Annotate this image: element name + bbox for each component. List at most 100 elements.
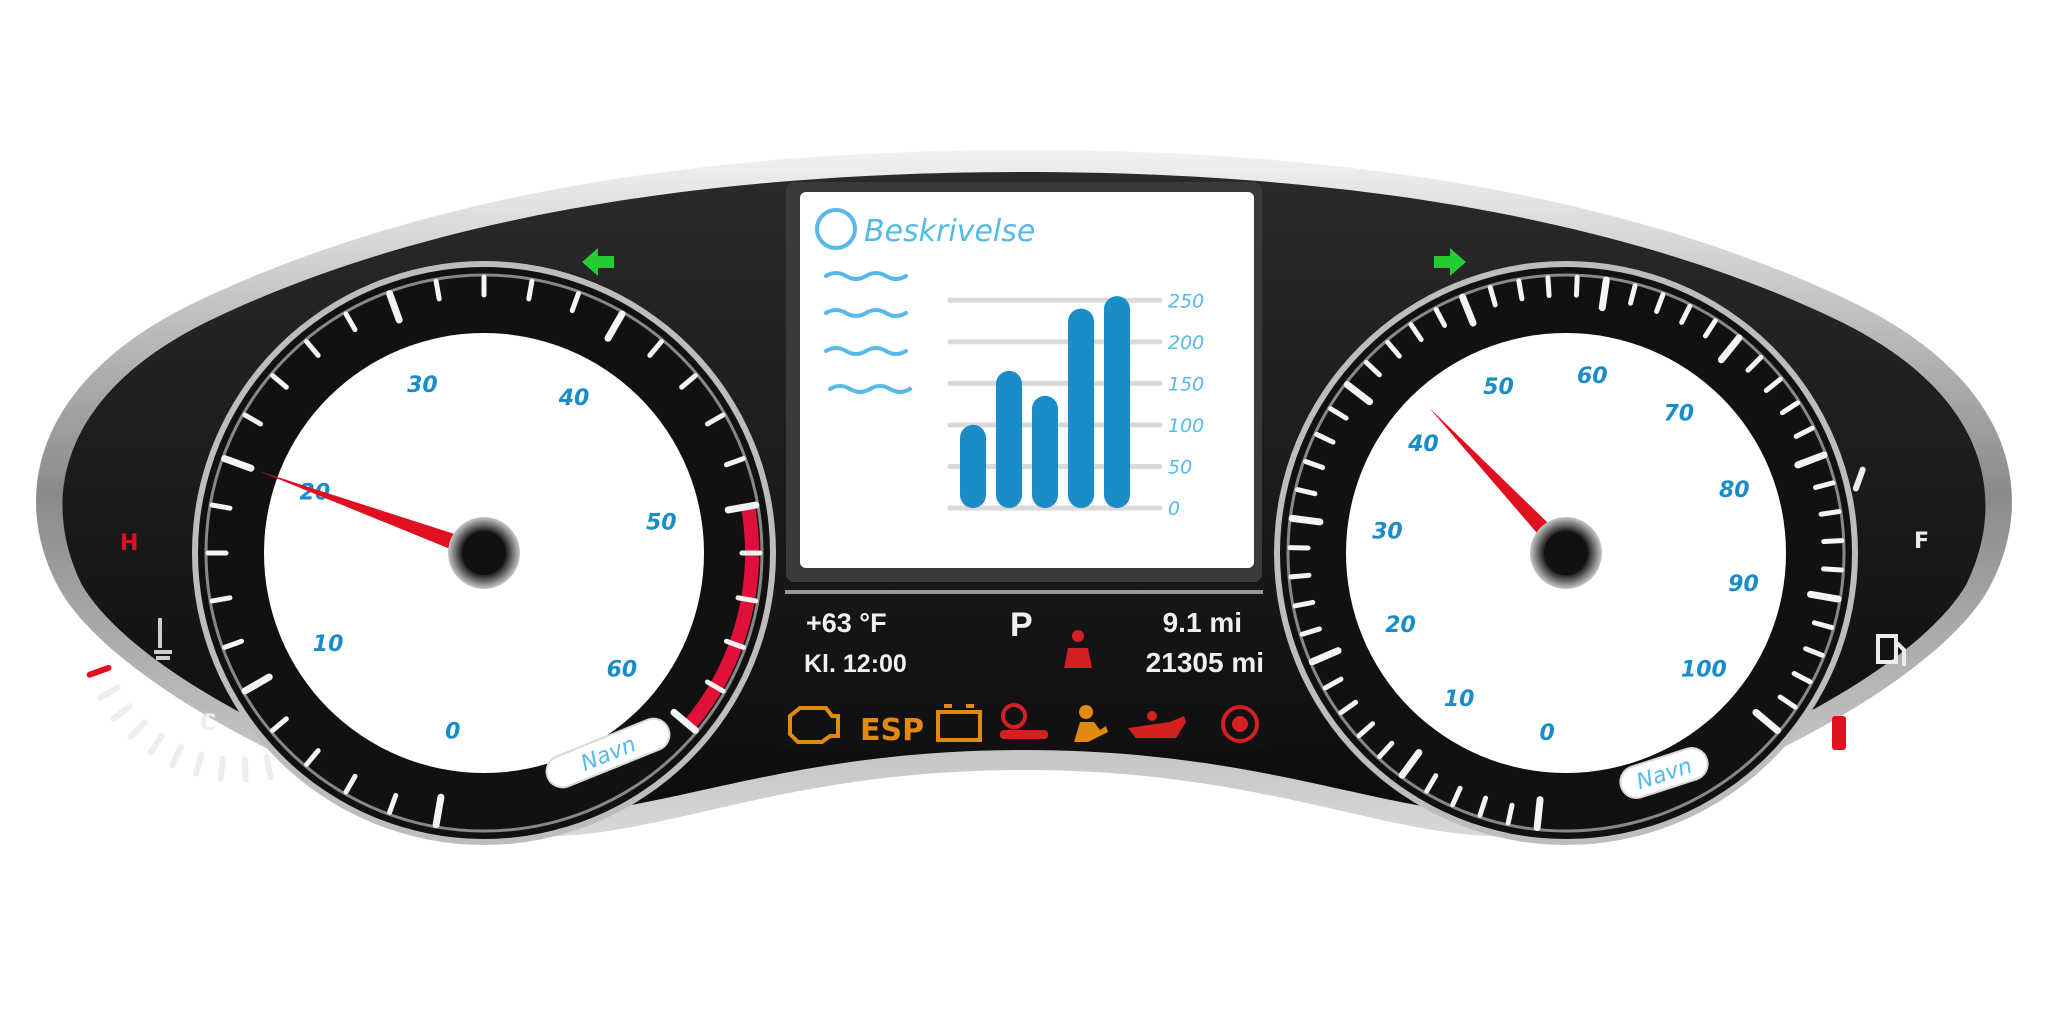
- right-gauge-tick: [1408, 322, 1424, 343]
- temp-gauge-tick: [169, 743, 184, 769]
- right-gauge-scale-label: 50: [1483, 375, 1514, 400]
- left-gauge-needle: [258, 470, 488, 562]
- right-gauge-tick: [1322, 676, 1344, 691]
- temp-gauge-tick: [97, 684, 121, 701]
- left-gauge-tick: [526, 278, 535, 302]
- temp-gauge-tick: [127, 719, 148, 741]
- left-gauge-tick: [723, 456, 746, 468]
- left-gauge-scale-label: 30: [407, 373, 438, 398]
- left-gauge-tick: [723, 638, 746, 650]
- left-gauge-tick: [304, 748, 321, 767]
- display-description-scribble: [824, 271, 912, 394]
- esp-icon: ESP: [860, 713, 924, 748]
- airbag-icon: [1074, 705, 1108, 742]
- left-gauge-tick: [241, 673, 273, 695]
- right-gauge-scale-label: 20: [1385, 613, 1416, 638]
- right-gauge-needle: [1428, 407, 1573, 560]
- left-gauge-tick: [679, 373, 698, 390]
- right-gauge-scale-label: 40: [1407, 432, 1439, 457]
- right-gauge-tick: [1385, 339, 1402, 359]
- right-gauge-tick: [1356, 721, 1376, 739]
- right-gauge-tick: [1545, 275, 1552, 299]
- left-gauge-tick: [569, 291, 581, 314]
- right-gauge-tick: [1303, 459, 1326, 470]
- left-gauge-tick: [270, 373, 289, 390]
- left-gauge-tick: [647, 339, 664, 358]
- left-turn-signal-icon: [582, 248, 614, 276]
- right-turn-signal-icon: [1434, 248, 1466, 276]
- right-gauge-tick: [1745, 354, 1764, 373]
- left-gauge-tick: [209, 502, 233, 511]
- right-gauge-tick: [1811, 620, 1835, 631]
- left-gauge-redline: [683, 505, 759, 730]
- right-gauge-tick: [1292, 599, 1316, 609]
- right-gauge-tick: [1487, 285, 1498, 308]
- left-gauge-needle-cap: [462, 531, 506, 575]
- seatbelt-icon: [1064, 630, 1092, 668]
- left-gauge-tick: [221, 455, 255, 472]
- left-gauge-tick: [270, 716, 289, 733]
- right-gauge-tick: [1763, 376, 1783, 393]
- right-gauge-tick: [1294, 487, 1318, 497]
- left-gauge-tick: [242, 412, 264, 427]
- temp-cold-label: C: [200, 711, 216, 736]
- right-gauge-tick: [1813, 480, 1836, 490]
- right-gauge-tick: [1794, 451, 1828, 469]
- fuel-full-label: F: [1914, 529, 1929, 554]
- right-gauge-name-badge: [1619, 747, 1709, 799]
- left-gauge: 0102030405060Navn: [192, 261, 776, 845]
- right-gauge-tick: [1818, 509, 1842, 517]
- chart-bar: [1104, 296, 1130, 508]
- brake-warning-icon: [1221, 705, 1259, 743]
- left-gauge-tick: [724, 501, 760, 514]
- chart-y-tick-label: 200: [1168, 332, 1204, 354]
- chart-bar: [960, 424, 986, 508]
- right-gauge-tick: [1654, 292, 1666, 314]
- left-gauge-tick: [604, 310, 626, 342]
- left-gauge-scale-label: 40: [558, 386, 590, 411]
- right-gauge-tick: [1803, 646, 1825, 658]
- right-gauge-tick: [1505, 802, 1515, 826]
- left-gauge-tick: [704, 679, 726, 694]
- right-gauge-tick: [1314, 431, 1336, 445]
- right-gauge-scale-label: 70: [1663, 402, 1694, 427]
- left-gauge-tick: [735, 595, 759, 604]
- right-gauge-tick: [1791, 670, 1813, 685]
- low-fuel-indicator: [1832, 716, 1846, 750]
- right-gauge-tick: [1288, 572, 1312, 580]
- left-gauge-scale-label: 10: [313, 632, 344, 657]
- temp-gauge-tick: [192, 751, 205, 777]
- right-gauge-tick: [1533, 796, 1544, 831]
- right-gauge-tick: [1363, 359, 1382, 378]
- chart-y-tick-label: 50: [1168, 456, 1192, 478]
- left-gauge-tick: [432, 793, 445, 829]
- fuel-gauge-tick: [1852, 466, 1866, 492]
- right-gauge-needle-cap: [1544, 531, 1588, 575]
- chart-y-tick-label: 150: [1168, 373, 1204, 395]
- left-gauge-tick: [670, 708, 699, 734]
- display-title-circle-icon: [815, 208, 857, 250]
- right-gauge-tick: [1516, 278, 1525, 302]
- right-gauge-scale-label: 0: [1540, 721, 1555, 746]
- left-gauge-tick: [304, 339, 321, 358]
- temp-hot-label: H: [120, 531, 138, 556]
- right-gauge-scale-label: 30: [1372, 519, 1403, 544]
- right-gauge-tick: [1398, 749, 1423, 779]
- chart-y-tick-label: 0: [1168, 498, 1180, 520]
- brake-key-icon: [1000, 703, 1048, 739]
- right-gauge-tick: [1793, 425, 1815, 439]
- right-gauge-scale-label: 90: [1728, 572, 1759, 597]
- right-gauge-scale-label: 80: [1719, 478, 1750, 503]
- left-gauge-tick: [704, 412, 726, 427]
- fuel-pump-icon: [1876, 634, 1906, 666]
- odometer: 21305 mi: [1146, 647, 1264, 678]
- outside-temperature: +63 °F: [806, 608, 887, 638]
- center-display: [800, 192, 1254, 568]
- right-gauge-tick: [1779, 400, 1801, 416]
- left-gauge-tick: [386, 290, 403, 324]
- gear-indicator: P: [1010, 606, 1033, 644]
- temp-gauge-tick: [110, 703, 133, 722]
- temp-gauge-tick: [147, 733, 165, 756]
- check-engine-icon: [788, 706, 840, 744]
